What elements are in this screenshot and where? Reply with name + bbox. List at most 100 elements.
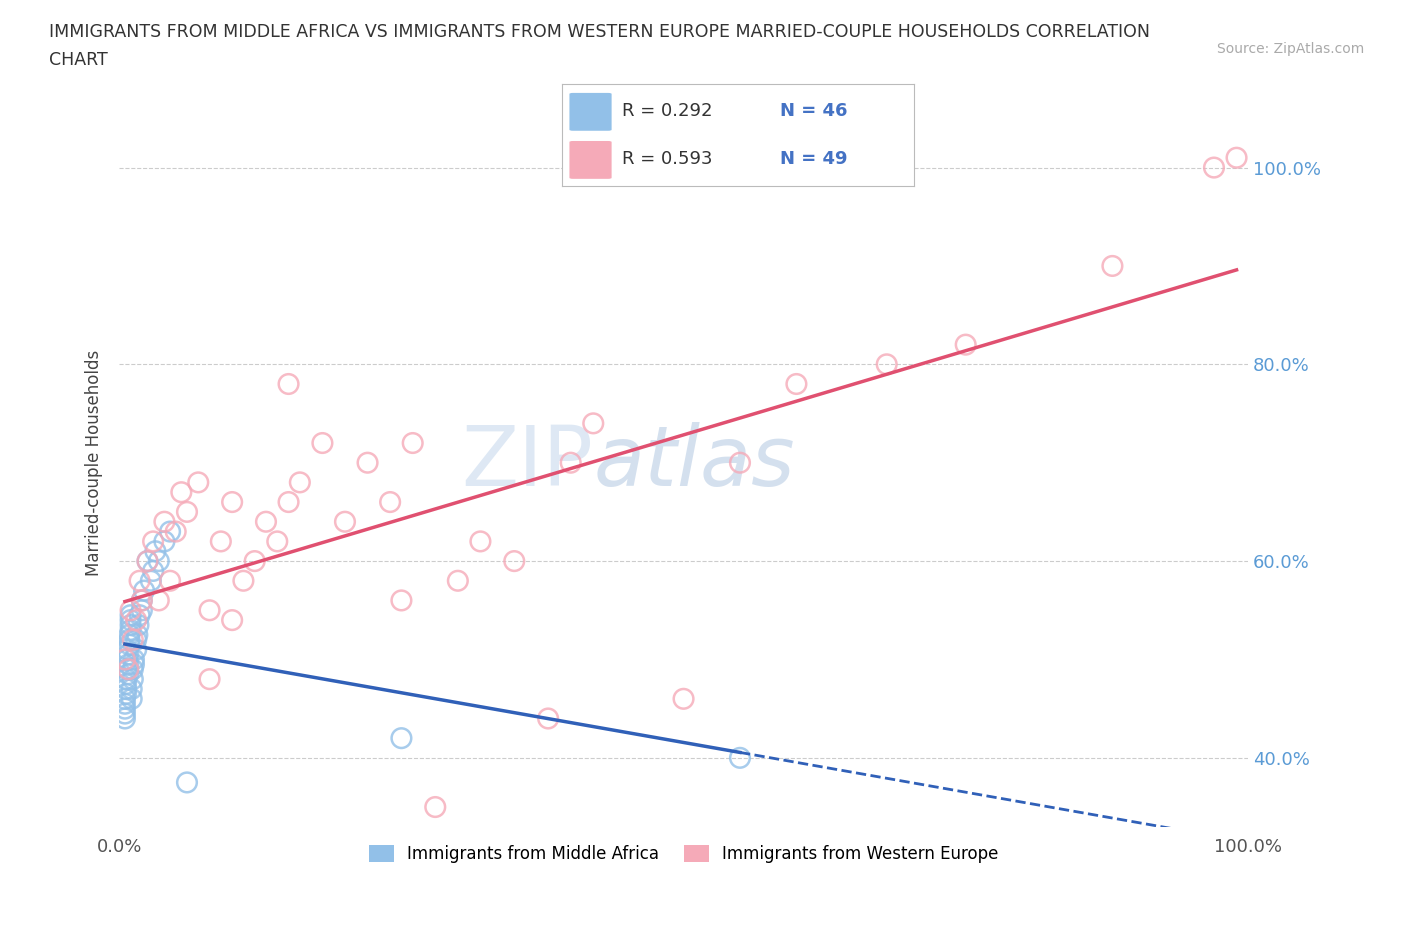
Point <box>115 671 138 686</box>
Point <box>1225 151 1247 166</box>
Point <box>114 652 136 667</box>
Point <box>118 632 141 647</box>
Point <box>127 628 149 643</box>
Point <box>232 573 254 588</box>
Point <box>117 662 139 677</box>
Point <box>118 637 141 652</box>
FancyBboxPatch shape <box>569 93 612 131</box>
Text: IMMIGRANTS FROM MIDDLE AFRICA VS IMMIGRANTS FROM WESTERN EUROPE MARRIED-COUPLE H: IMMIGRANTS FROM MIDDLE AFRICA VS IMMIGRA… <box>49 23 1150 41</box>
Point <box>121 671 143 686</box>
Point <box>176 775 198 790</box>
Point <box>114 697 136 711</box>
Point <box>125 613 148 628</box>
Point <box>1101 259 1123 273</box>
Point <box>148 593 170 608</box>
Point <box>131 593 153 608</box>
Point <box>288 475 311 490</box>
Point <box>128 573 150 588</box>
Point <box>114 691 136 706</box>
Point <box>728 751 751 765</box>
Point <box>120 622 142 637</box>
Text: N = 46: N = 46 <box>780 102 848 120</box>
Point <box>122 657 145 671</box>
Point <box>114 701 136 716</box>
Point <box>132 583 155 598</box>
Point <box>391 593 413 608</box>
Y-axis label: Married-couple Households: Married-couple Households <box>86 350 103 576</box>
Legend: Immigrants from Middle Africa, Immigrants from Western Europe: Immigrants from Middle Africa, Immigrant… <box>361 838 1005 870</box>
Point <box>139 573 162 588</box>
Point <box>198 671 221 686</box>
Point <box>127 618 149 632</box>
Point <box>187 475 209 490</box>
Point <box>1202 160 1225 175</box>
Point <box>277 495 299 510</box>
Point <box>142 534 165 549</box>
Point <box>117 667 139 682</box>
Point <box>537 711 560 726</box>
Text: Source: ZipAtlas.com: Source: ZipAtlas.com <box>1216 42 1364 56</box>
Point <box>209 534 232 549</box>
Text: CHART: CHART <box>49 51 108 69</box>
Point <box>876 357 898 372</box>
Point <box>378 495 401 510</box>
Point <box>114 706 136 721</box>
Point <box>402 435 425 450</box>
Point <box>120 613 142 628</box>
Point <box>356 456 378 471</box>
Point <box>125 643 148 658</box>
Point <box>142 564 165 578</box>
Point <box>131 603 153 618</box>
Point <box>114 711 136 726</box>
Point <box>120 618 142 632</box>
Point <box>115 662 138 677</box>
Point <box>582 416 605 431</box>
Point <box>266 534 288 549</box>
Point <box>122 652 145 667</box>
Text: R = 0.292: R = 0.292 <box>621 102 713 120</box>
Point <box>115 643 138 658</box>
Point <box>672 691 695 706</box>
Point <box>333 514 356 529</box>
Point <box>121 632 143 647</box>
Point <box>121 691 143 706</box>
Point <box>785 377 807 392</box>
Point <box>153 514 176 529</box>
Point <box>121 662 143 677</box>
Point <box>170 485 193 499</box>
Point <box>560 456 582 471</box>
Point <box>128 607 150 622</box>
Point <box>198 603 221 618</box>
Point <box>136 553 159 568</box>
Point <box>165 525 187 539</box>
Point <box>221 613 243 628</box>
Point <box>117 647 139 662</box>
Point <box>121 682 143 697</box>
Point <box>176 504 198 519</box>
Point <box>447 573 470 588</box>
Point <box>118 628 141 643</box>
Point <box>120 607 142 622</box>
Point <box>391 731 413 746</box>
Text: atlas: atlas <box>593 422 794 503</box>
Point <box>131 593 153 608</box>
Point <box>159 525 181 539</box>
Point <box>221 495 243 510</box>
Point <box>311 435 333 450</box>
Point <box>503 553 526 568</box>
FancyBboxPatch shape <box>569 141 612 179</box>
Point <box>125 632 148 647</box>
Point <box>277 377 299 392</box>
Point <box>115 682 138 697</box>
Text: ZIP: ZIP <box>461 422 593 503</box>
Point <box>159 573 181 588</box>
Point <box>254 514 277 529</box>
Point <box>148 553 170 568</box>
Point <box>115 686 138 701</box>
Point <box>153 534 176 549</box>
Text: R = 0.593: R = 0.593 <box>621 151 713 168</box>
Point <box>470 534 492 549</box>
Point <box>115 652 138 667</box>
Point <box>955 338 977 352</box>
Point <box>728 456 751 471</box>
